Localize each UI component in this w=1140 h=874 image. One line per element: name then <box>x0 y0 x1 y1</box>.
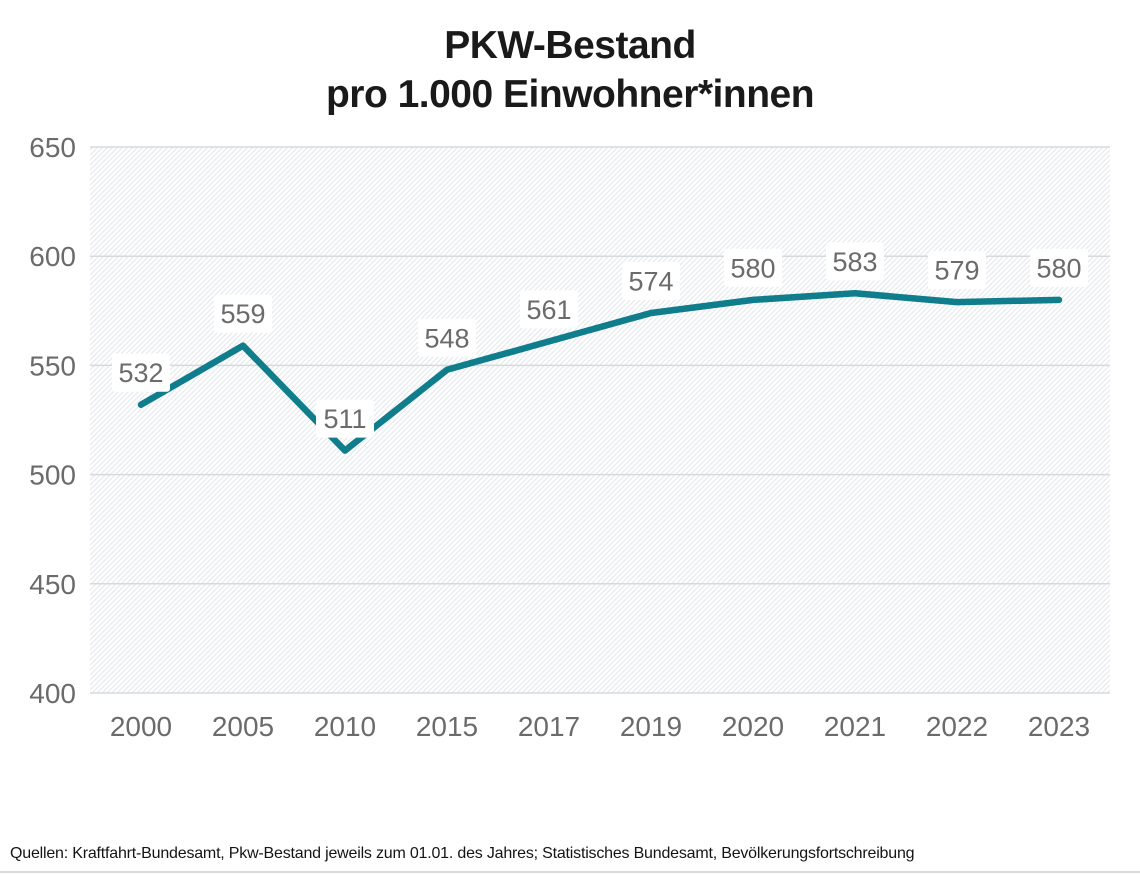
x-tick-label: 2005 <box>212 711 274 742</box>
chart-title: PKW-Bestand pro 1.000 Einwohner*innen <box>0 21 1140 119</box>
y-tick-label: 550 <box>29 350 76 381</box>
source-note: Quellen: Kraftfahrt-Bundesamt, Pkw-Besta… <box>10 845 915 862</box>
y-tick-label: 450 <box>29 569 76 600</box>
chart-title-line2: pro 1.000 Einwohner*innen <box>325 73 815 116</box>
data-label: 580 <box>1036 253 1081 283</box>
y-tick-label: 600 <box>29 241 76 272</box>
data-label: 579 <box>934 256 979 286</box>
y-tick-label: 500 <box>29 460 76 491</box>
plot-hatch-background <box>90 147 1110 693</box>
data-label-box <box>1030 248 1088 287</box>
x-tick-label: 2023 <box>1028 711 1090 742</box>
data-label-box <box>418 318 476 357</box>
x-tick-label: 2010 <box>314 711 376 742</box>
data-label: 559 <box>220 299 265 329</box>
data-line <box>137 290 1063 454</box>
x-tick-label: 2000 <box>110 711 172 742</box>
x-tick-label: 2019 <box>620 711 682 742</box>
y-tick-label: 650 <box>29 132 76 163</box>
chart-title-line1: PKW-Bestand <box>444 24 696 67</box>
data-label-box <box>112 353 170 392</box>
data-label-box <box>826 242 884 281</box>
data-label: 548 <box>424 323 469 353</box>
data-label: 511 <box>323 404 366 434</box>
data-label: 583 <box>832 247 877 277</box>
x-tick-label: 2017 <box>518 711 580 742</box>
x-tick-label: 2021 <box>824 711 886 742</box>
x-tick-label: 2020 <box>722 711 784 742</box>
y-tick-label: 400 <box>29 678 76 709</box>
x-tick-label: 2022 <box>926 711 988 742</box>
bottom-divider <box>0 871 1140 873</box>
data-label: 574 <box>628 266 673 296</box>
data-label-box <box>622 261 680 300</box>
data-label-box <box>316 399 374 438</box>
data-label: 561 <box>526 295 571 325</box>
data-label-box <box>520 290 578 329</box>
x-tick-label: 2015 <box>416 711 478 742</box>
data-label: 532 <box>118 358 163 388</box>
data-label: 580 <box>730 253 775 283</box>
data-label-box <box>724 248 782 287</box>
data-label-box <box>928 251 986 290</box>
data-label-box <box>214 294 272 333</box>
